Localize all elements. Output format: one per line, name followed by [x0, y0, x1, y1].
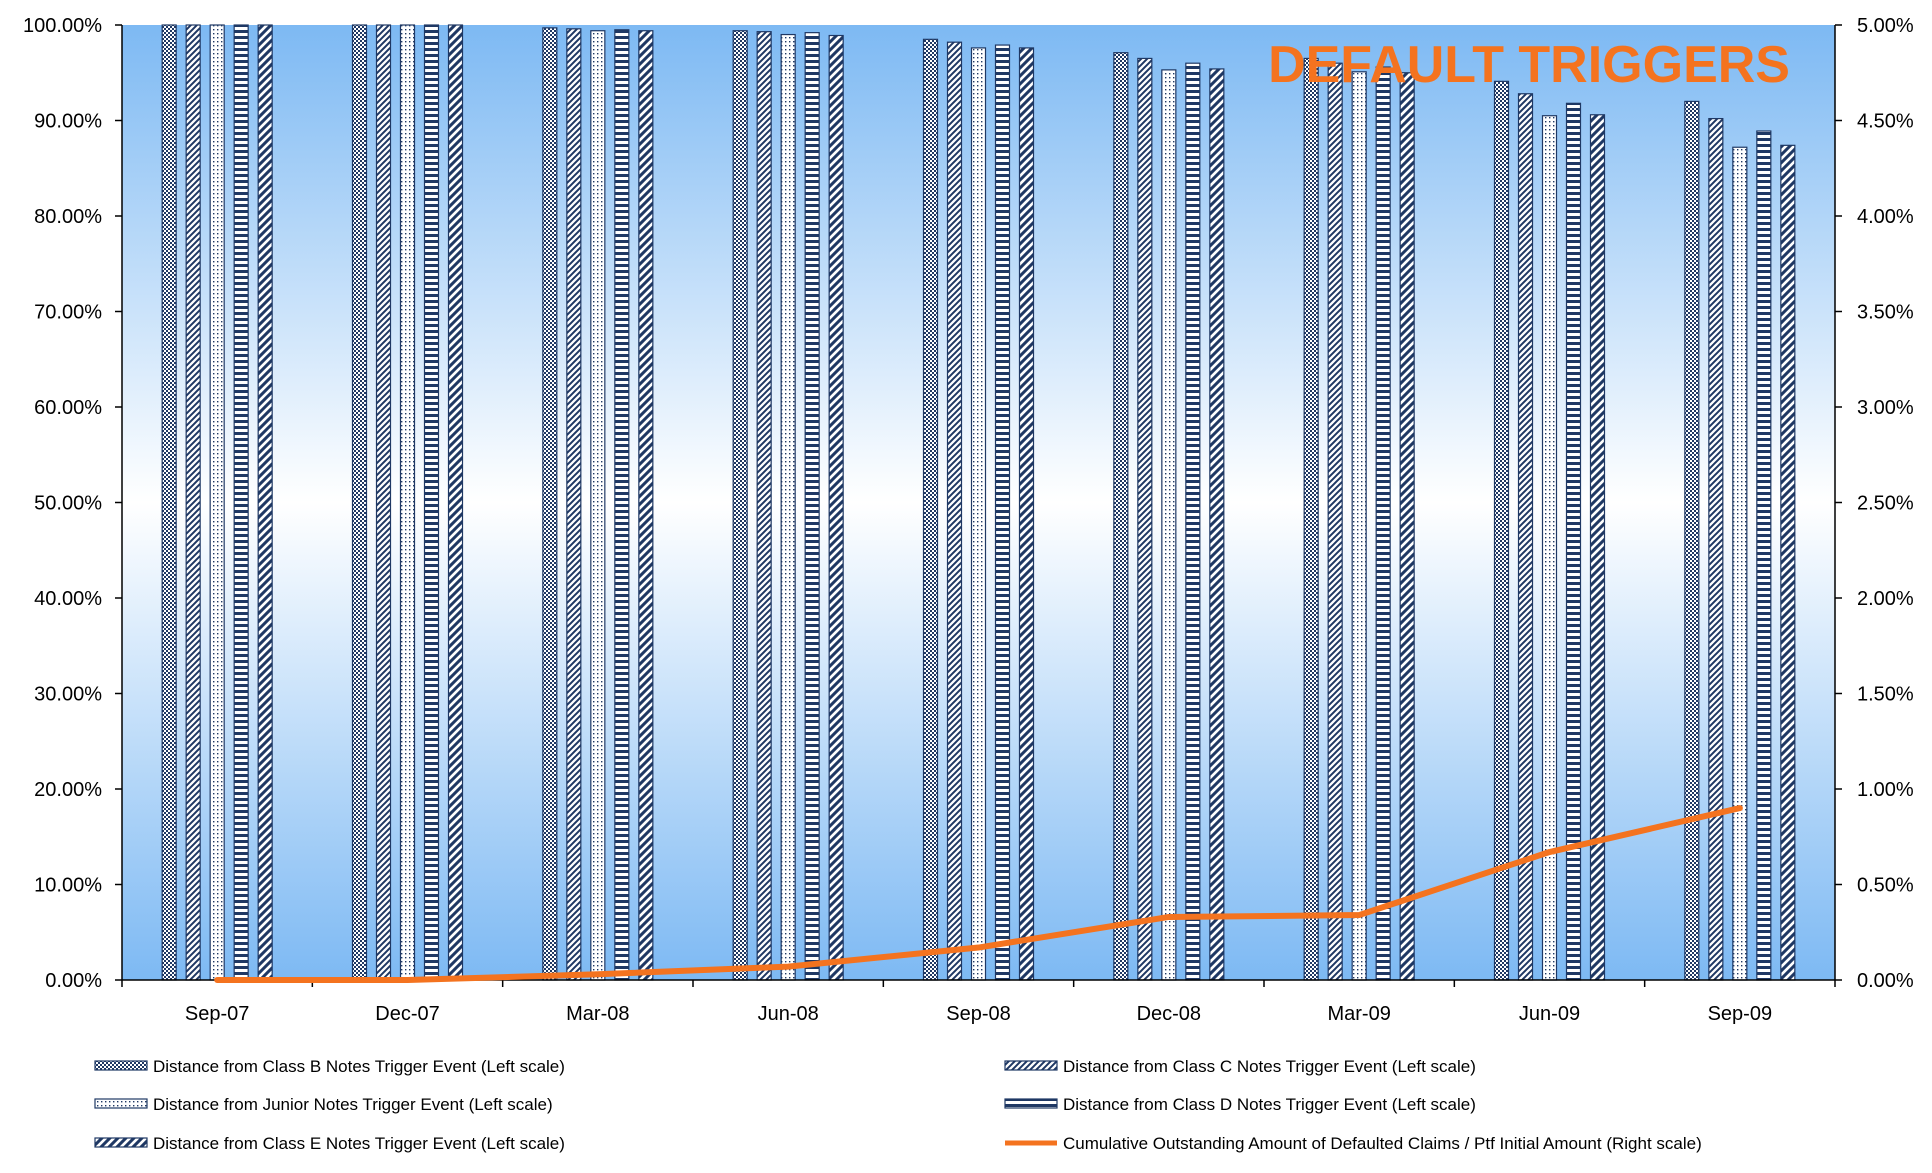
left-tick-label: 0.00%: [45, 970, 102, 992]
bar: [423, 24, 440, 981]
right-tick-label: 0.00%: [1857, 970, 1914, 992]
right-tick-label: 1.50%: [1857, 684, 1914, 706]
left-tick-label: 60.00%: [34, 397, 102, 419]
bar: [946, 41, 963, 981]
left-tick-label: 50.00%: [34, 493, 102, 515]
bar: [375, 24, 392, 981]
bar: [185, 24, 201, 981]
right-tick-label: 4.00%: [1857, 206, 1914, 228]
x-tick-label: Sep-07: [185, 1003, 250, 1025]
bar: [1756, 130, 1772, 981]
bar: [1708, 117, 1724, 981]
bar: [970, 47, 987, 981]
bar: [614, 29, 630, 981]
bar: [828, 34, 844, 981]
bar: [1589, 114, 1606, 981]
right-tick-label: 2.00%: [1857, 588, 1914, 610]
left-tick-label: 40.00%: [34, 588, 102, 610]
bar: [209, 24, 225, 981]
bar: [351, 24, 368, 981]
x-tick-label: Mar-08: [566, 1003, 629, 1025]
bar: [780, 33, 796, 981]
x-tick-label: Jun-08: [758, 1003, 819, 1025]
bar: [1137, 57, 1153, 981]
legend-label: Distance from Class D Notes Trigger Even…: [1063, 1095, 1476, 1114]
bar: [590, 30, 606, 981]
bar: [566, 28, 582, 981]
bar: [399, 24, 416, 981]
right-tick-label: 5.00%: [1857, 15, 1914, 37]
bar: [1327, 62, 1343, 981]
right-tick-label: 3.00%: [1857, 397, 1914, 419]
left-tick-label: 10.00%: [34, 875, 102, 897]
bar: [994, 44, 1011, 981]
legend-label: Distance from Junior Notes Trigger Event…: [153, 1095, 553, 1114]
bar: [257, 24, 273, 981]
bar: [542, 27, 558, 981]
right-tick-label: 2.50%: [1857, 493, 1914, 515]
legend-label: Distance from Class C Notes Trigger Even…: [1063, 1057, 1476, 1076]
bar: [1161, 69, 1177, 981]
legend-label: Distance from Class B Notes Trigger Even…: [153, 1057, 565, 1076]
bar: [1399, 72, 1415, 981]
legend-swatch: [1004, 1060, 1058, 1071]
legend-label: Cumulative Outstanding Amount of Default…: [1063, 1134, 1702, 1153]
series-line: [214, 805, 1743, 983]
bar: [161, 24, 177, 981]
legend-label: Distance from Class E Notes Trigger Even…: [153, 1134, 565, 1153]
x-tick-label: Sep-08: [946, 1003, 1011, 1025]
x-tick-label: Jun-09: [1519, 1003, 1580, 1025]
right-tick-label: 1.00%: [1857, 779, 1914, 801]
bar: [233, 24, 249, 981]
left-tick-label: 30.00%: [34, 684, 102, 706]
left-tick-label: 80.00%: [34, 206, 102, 228]
legend-swatch: [94, 1060, 148, 1071]
bar: [1517, 93, 1534, 981]
bar: [1351, 71, 1367, 981]
left-tick-label: 20.00%: [34, 779, 102, 801]
legend: Distance from Class B Notes Trigger Even…: [94, 1057, 1702, 1153]
left-tick-label: 70.00%: [34, 302, 102, 324]
left-tick-label: 90.00%: [34, 111, 102, 133]
x-tick-label: Sep-09: [1708, 1003, 1773, 1025]
legend-swatch: [94, 1137, 148, 1148]
bar: [447, 24, 464, 981]
bar: [922, 38, 939, 981]
bar: [1303, 57, 1319, 981]
x-tick-label: Dec-08: [1137, 1003, 1201, 1025]
line-layer: [214, 805, 1743, 983]
x-tick-label: Dec-07: [375, 1003, 439, 1025]
bar: [1780, 144, 1796, 981]
chart-title: DEFAULT TRIGGERS: [1268, 36, 1790, 94]
legend-swatch: [1004, 1098, 1058, 1109]
bar: [1493, 80, 1510, 981]
bar: [1018, 47, 1035, 981]
bar: [1185, 62, 1201, 981]
bar: [756, 31, 772, 981]
right-tick-label: 4.50%: [1857, 111, 1914, 133]
bar: [1209, 68, 1225, 981]
bar: [804, 32, 820, 981]
bar: [638, 30, 654, 981]
bar: [1732, 146, 1748, 981]
bar: [1113, 52, 1129, 981]
left-tick-label: 100.00%: [23, 15, 102, 37]
right-tick-label: 0.50%: [1857, 875, 1914, 897]
x-tick-label: Mar-09: [1327, 1003, 1390, 1025]
right-tick-label: 3.50%: [1857, 302, 1914, 324]
bar: [732, 30, 748, 981]
legend-swatch: [94, 1098, 148, 1109]
bar: [1375, 66, 1391, 981]
bar: [1684, 100, 1700, 981]
bars-layer: [161, 24, 1796, 981]
